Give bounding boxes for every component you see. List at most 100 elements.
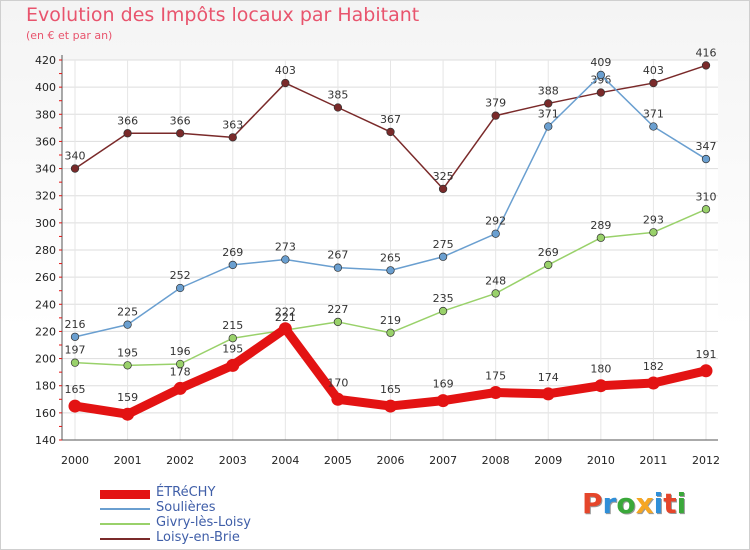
- data-label: 269: [538, 246, 559, 259]
- data-point: [386, 266, 395, 275]
- data-label: 379: [485, 97, 506, 110]
- x-tick-label: 2000: [61, 454, 89, 467]
- data-point: [121, 407, 135, 421]
- data-label: 366: [170, 114, 191, 127]
- data-point: [281, 78, 290, 88]
- data-point: [228, 260, 237, 270]
- data-label: 340: [65, 150, 86, 163]
- data-point: [649, 78, 658, 88]
- data-label: 367: [380, 113, 401, 126]
- data-label: 191: [696, 348, 717, 361]
- data-point: [596, 88, 605, 97]
- data-point: [438, 306, 448, 316]
- data-label: 403: [275, 64, 296, 77]
- data-label: 235: [433, 292, 454, 305]
- x-tick-label: 2009: [534, 454, 562, 467]
- logo-letter: t: [663, 487, 677, 520]
- data-label: 269: [222, 246, 243, 259]
- data-label: 178: [170, 365, 191, 378]
- logo-letter: i: [676, 487, 687, 520]
- data-label: 252: [170, 269, 191, 282]
- logo-letter: x: [635, 487, 654, 520]
- data-point: [386, 127, 395, 137]
- line-chart: 140 160 180 200 220 240 260 280 300 320 340 360 380 4…: [35, 46, 720, 467]
- logo-letter: i: [653, 487, 664, 520]
- legend-label: ÉTRéCHY: [156, 485, 216, 500]
- data-label: 347: [696, 140, 717, 153]
- x-tick-label: 2007: [429, 454, 457, 467]
- data-point: [70, 164, 80, 173]
- x-tick-label: 2003: [219, 454, 247, 467]
- data-point: [176, 283, 185, 293]
- y-tick-label: 160: [35, 407, 56, 420]
- data-label: 292: [485, 215, 506, 228]
- data-label: 273: [275, 241, 296, 254]
- data-point: [646, 376, 660, 390]
- data-point: [438, 184, 448, 194]
- data-label: 170: [327, 376, 348, 389]
- y-tick-label: 400: [35, 81, 56, 94]
- data-point: [701, 154, 711, 164]
- data-label: 409: [590, 56, 611, 69]
- data-point: [438, 252, 448, 261]
- data-point: [226, 358, 240, 372]
- data-label: 310: [696, 190, 717, 203]
- y-tick-label: 240: [35, 298, 56, 311]
- y-tick-label: 180: [35, 380, 56, 393]
- data-label: 265: [380, 251, 401, 264]
- legend-swatch: [100, 523, 150, 525]
- data-point: [491, 111, 500, 120]
- data-point: [123, 129, 132, 138]
- legend-label: Givry-lès-Loisy: [156, 515, 251, 530]
- logo-letter: o: [616, 487, 636, 520]
- data-label: 275: [433, 238, 454, 251]
- data-point: [701, 205, 711, 214]
- data-label: 416: [696, 46, 717, 59]
- x-tick-label: 2004: [271, 454, 299, 467]
- data-label: 222: [275, 306, 296, 319]
- data-label: 197: [65, 344, 86, 357]
- data-label: 388: [538, 84, 559, 97]
- x-tick-label: 2011: [639, 454, 667, 467]
- data-label: 165: [65, 383, 86, 396]
- data-label: 248: [485, 274, 506, 287]
- y-tick-label: 280: [35, 244, 56, 257]
- x-tick-label: 2001: [114, 454, 142, 467]
- data-label: 195: [222, 342, 243, 355]
- data-point: [331, 392, 345, 406]
- data-point: [491, 229, 500, 238]
- x-tick-label: 2010: [587, 454, 615, 467]
- data-point: [333, 263, 343, 272]
- legend-swatch: [100, 508, 150, 510]
- data-point: [386, 328, 395, 337]
- data-label: 267: [327, 249, 348, 262]
- data-point: [70, 332, 80, 342]
- data-label: 403: [643, 64, 664, 77]
- data-label: 366: [117, 114, 138, 127]
- x-tick-label: 2012: [692, 454, 720, 467]
- data-point: [649, 228, 658, 237]
- data-label: 363: [222, 118, 243, 131]
- y-tick-label: 220: [35, 325, 56, 338]
- data-label: 289: [590, 219, 611, 232]
- data-label: 174: [538, 371, 559, 384]
- data-label: 396: [590, 74, 611, 87]
- data-label: 169: [433, 378, 454, 391]
- data-point: [436, 394, 450, 408]
- data-point: [70, 358, 80, 367]
- data-point: [176, 359, 185, 369]
- logo-letter: r: [602, 487, 617, 520]
- data-label: 221: [275, 311, 296, 324]
- data-point: [333, 103, 343, 112]
- y-tick-label: 200: [35, 353, 56, 366]
- x-tick-label: 2008: [482, 454, 510, 467]
- data-point: [173, 381, 187, 395]
- data-point: [333, 317, 343, 327]
- data-point: [489, 386, 503, 399]
- x-tick-label: 2002: [166, 454, 194, 467]
- data-point: [68, 399, 82, 413]
- y-tick-label: 140: [35, 434, 56, 447]
- data-point: [228, 334, 237, 343]
- y-tick-label: 300: [35, 217, 56, 230]
- legend-label: Loisy-en-Brie: [156, 530, 240, 545]
